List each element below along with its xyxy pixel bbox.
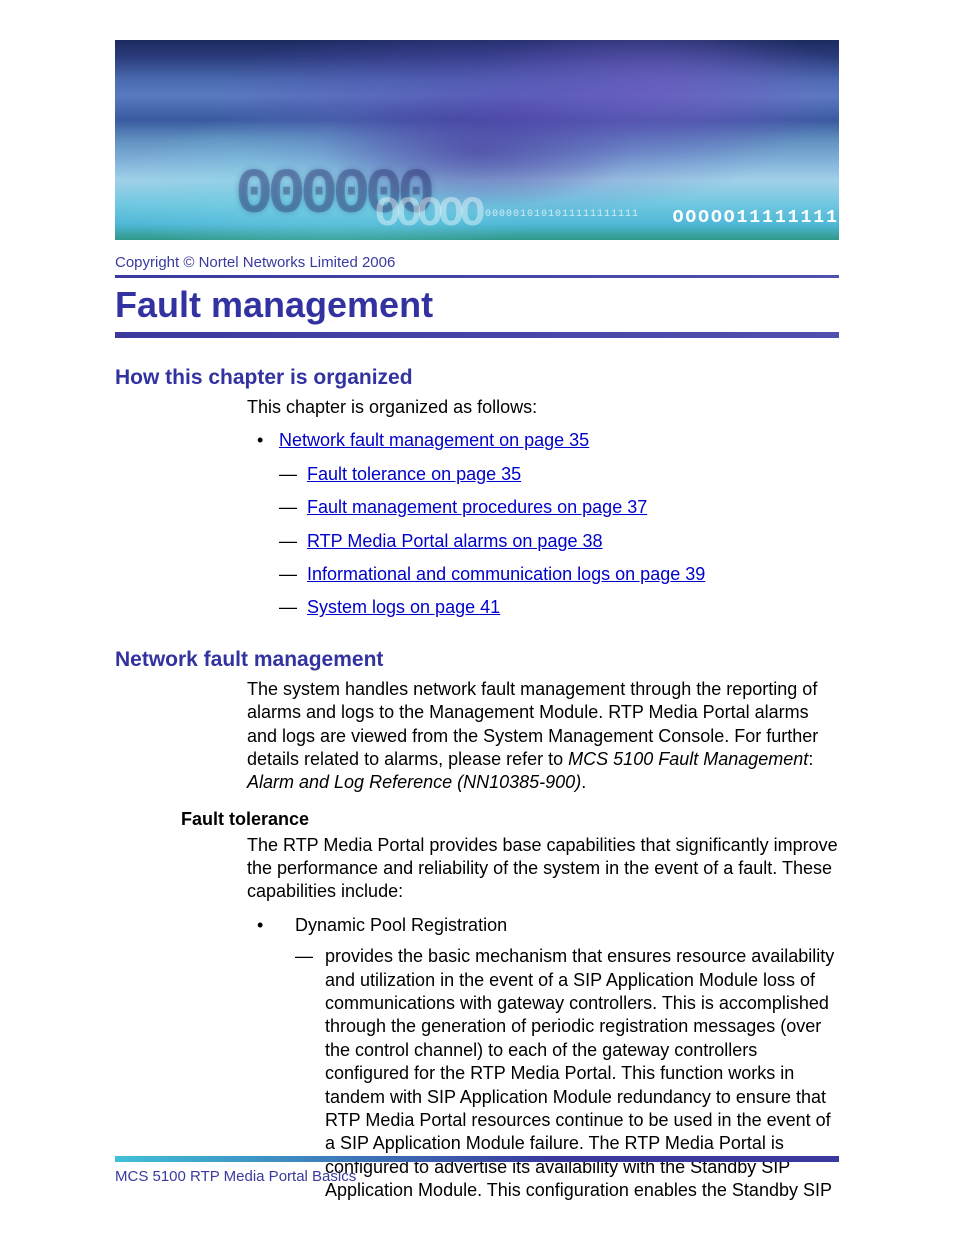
footer-text: MCS 5100 RTP Media Portal Basics <box>115 1168 839 1185</box>
fault-tolerance-para: The RTP Media Portal provides base capab… <box>247 834 839 904</box>
network-fault-para: The system handles network fault managem… <box>247 678 839 795</box>
title-rule-top <box>115 275 839 278</box>
doc-ref-sep: : <box>808 749 813 769</box>
toc-sub-item: Fault management procedures on page 37 <box>279 496 839 519</box>
toc-list: Network fault management on page 35 Faul… <box>247 429 839 619</box>
toc-sub-item: Fault tolerance on page 35 <box>279 463 839 486</box>
toc-link-rtp-alarms[interactable]: RTP Media Portal alarms on page 38 <box>307 531 603 551</box>
toc-root-item: Network fault management on page 35 Faul… <box>247 429 839 619</box>
title-rule-bottom <box>115 332 839 338</box>
footer-rule <box>115 1156 839 1162</box>
fault-tolerance-intro: The RTP Media Portal provides base capab… <box>247 834 839 904</box>
subsection-heading-fault-tolerance: Fault tolerance <box>181 809 839 830</box>
toc-link-fault-tolerance[interactable]: Fault tolerance on page 35 <box>307 464 521 484</box>
doc-ref-end: . <box>581 772 586 792</box>
chapter-title: Fault management <box>115 284 839 326</box>
copyright-line: Copyright © Nortel Networks Limited 2006 <box>115 254 839 271</box>
toc-link-system-logs[interactable]: System logs on page 41 <box>307 597 500 617</box>
doc-ref-2: Alarm and Log Reference (NN10385-900) <box>247 772 581 792</box>
toc-sub-item: System logs on page 41 <box>279 596 839 619</box>
toc-sub-item: RTP Media Portal alarms on page 38 <box>279 530 839 553</box>
organized-intro: This chapter is organized as follows: <box>247 396 839 419</box>
page-footer: MCS 5100 RTP Media Portal Basics <box>115 1156 839 1185</box>
banner-fg-zeros: OOOOO <box>375 190 481 238</box>
chapter-banner: 000000 OOOOO 0000010101011111111111 OOOO… <box>115 40 839 240</box>
toc-link-info-logs[interactable]: Informational and communication logs on … <box>307 564 705 584</box>
section-heading-network-fault: Network fault management <box>115 648 839 672</box>
banner-bits-large: OOOOO11111111 <box>673 208 839 228</box>
document-page: 000000 OOOOO 0000010101011111111111 OOOO… <box>0 0 954 1203</box>
toc-link-network-fault[interactable]: Network fault management on page 35 <box>279 430 589 450</box>
doc-ref-1: MCS 5100 Fault Management <box>568 749 808 769</box>
banner-bits-small: 0000010101011111111111 <box>485 209 639 220</box>
toc-sublist: Fault tolerance on page 35 Fault managem… <box>279 463 839 620</box>
capability-name: Dynamic Pool Registration <box>295 915 507 935</box>
toc-link-fault-procedures[interactable]: Fault management procedures on page 37 <box>307 497 647 517</box>
toc-sub-item: Informational and communication logs on … <box>279 563 839 586</box>
section-heading-organized: How this chapter is organized <box>115 366 839 390</box>
organized-intro-text: This chapter is organized as follows: <box>247 396 839 419</box>
